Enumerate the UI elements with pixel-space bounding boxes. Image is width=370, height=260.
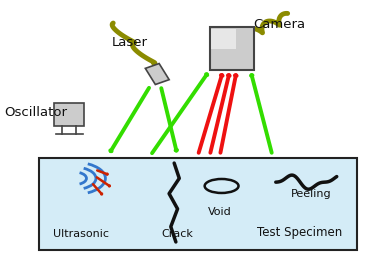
Text: Camera: Camera [253,18,305,31]
Bar [54,103,84,126]
Text: Oscillator: Oscillator [4,106,67,119]
Text: Crack: Crack [162,229,194,239]
Text: Test Specimen: Test Specimen [257,226,342,239]
Bar [210,27,254,70]
Bar [39,158,357,250]
Text: Peeling: Peeling [291,189,332,199]
Bar [145,63,169,84]
Text: Laser: Laser [112,36,148,49]
Ellipse shape [205,179,239,193]
Bar [211,29,236,49]
Text: Void: Void [208,206,232,217]
Text: Ultrasonic: Ultrasonic [53,229,109,239]
